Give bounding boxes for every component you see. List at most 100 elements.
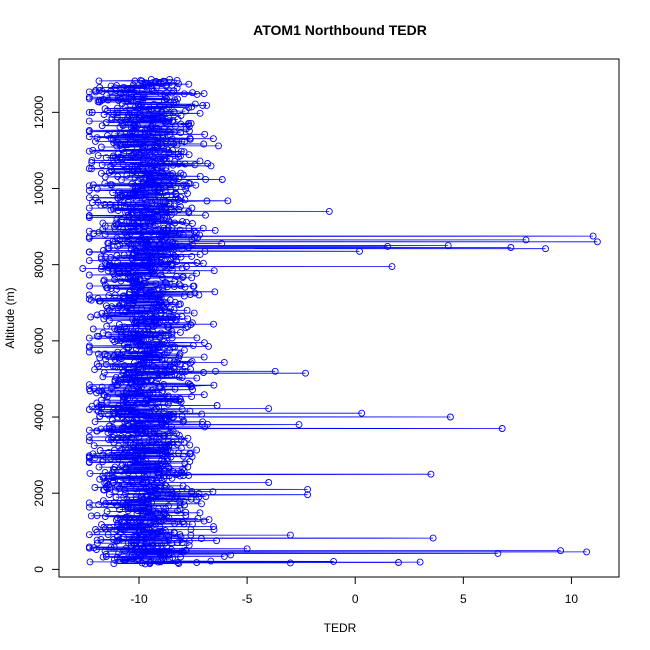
data-point (167, 549, 175, 557)
data-point (117, 525, 125, 533)
data-point (164, 432, 172, 440)
data-point (129, 189, 137, 197)
data-point (159, 409, 167, 417)
data-point (134, 452, 142, 460)
data-point (107, 82, 115, 90)
data-point (358, 409, 366, 417)
data-point (85, 503, 93, 511)
data-point (128, 132, 136, 140)
data-point (186, 291, 194, 298)
data-point (86, 469, 94, 477)
data-point (179, 482, 187, 490)
data-point (182, 546, 190, 554)
data-point (101, 201, 109, 208)
data-point (144, 427, 152, 435)
data-point (140, 372, 148, 380)
data-point (140, 94, 148, 102)
data-point (148, 158, 156, 166)
data-point (178, 264, 186, 272)
data-point (157, 202, 165, 210)
data-point (155, 403, 163, 411)
data-point (181, 363, 189, 370)
data-point (130, 367, 138, 375)
data-point (165, 437, 172, 445)
data-point (172, 194, 180, 202)
data-point (119, 414, 126, 422)
data-point (177, 253, 185, 261)
data-point (99, 373, 107, 381)
data-point (161, 262, 169, 270)
data-point (165, 441, 173, 449)
data-point (136, 448, 144, 456)
data-point (156, 102, 164, 110)
data-point (110, 409, 118, 417)
data-point (100, 276, 108, 284)
data-point (155, 177, 163, 185)
data-point (171, 343, 179, 351)
data-point (168, 239, 176, 247)
data-point (522, 236, 530, 244)
data-point (330, 557, 338, 565)
data-point (179, 218, 186, 226)
data-point (105, 449, 113, 456)
data-point (122, 441, 130, 449)
data-point (589, 232, 597, 240)
data-point (173, 141, 181, 149)
data-point (295, 421, 303, 429)
data-point (153, 461, 161, 469)
data-point (181, 283, 189, 291)
data-point (113, 266, 121, 274)
data-point (158, 228, 166, 236)
data-point (227, 551, 235, 559)
data-point (138, 234, 145, 242)
data-point (121, 490, 129, 497)
data-point (107, 455, 115, 463)
data-point (140, 147, 148, 155)
data-point (161, 279, 169, 286)
data-point (150, 256, 158, 263)
data-point (128, 551, 136, 559)
data-point (85, 452, 93, 460)
data-point (114, 259, 122, 267)
data-point (116, 241, 124, 249)
data-point (170, 108, 178, 116)
data-point (142, 279, 149, 287)
data-point (201, 247, 209, 255)
data-point (147, 228, 155, 236)
data-point (129, 330, 137, 338)
data-point (179, 273, 187, 280)
data-point (210, 523, 217, 531)
data-point (163, 214, 171, 222)
data-point (113, 215, 121, 223)
data-point (95, 362, 103, 370)
data-point (124, 198, 132, 206)
data-point (170, 306, 178, 314)
data-point (117, 131, 125, 139)
data-point (102, 553, 110, 560)
data-point (127, 304, 135, 312)
data-point (265, 405, 273, 413)
data-point (155, 297, 163, 305)
data-point (85, 499, 93, 507)
data-point (129, 417, 137, 425)
data-point (149, 113, 157, 121)
y-tick-label: 6000 (32, 327, 46, 354)
data-point (121, 203, 128, 211)
data-point (201, 130, 209, 138)
data-point (114, 173, 122, 180)
data-point (134, 389, 142, 397)
data-point (205, 342, 212, 350)
data-point (101, 281, 109, 289)
data-point (99, 456, 107, 464)
data-point (132, 417, 140, 425)
chart-title: ATOM1 Northbound TEDR (253, 22, 427, 38)
data-point (94, 198, 102, 206)
data-point (542, 245, 549, 253)
data-point (155, 193, 162, 201)
data-point (117, 332, 125, 340)
data-point (173, 313, 181, 321)
data-point (128, 555, 136, 563)
data-point (182, 512, 190, 519)
data-point (128, 180, 136, 188)
